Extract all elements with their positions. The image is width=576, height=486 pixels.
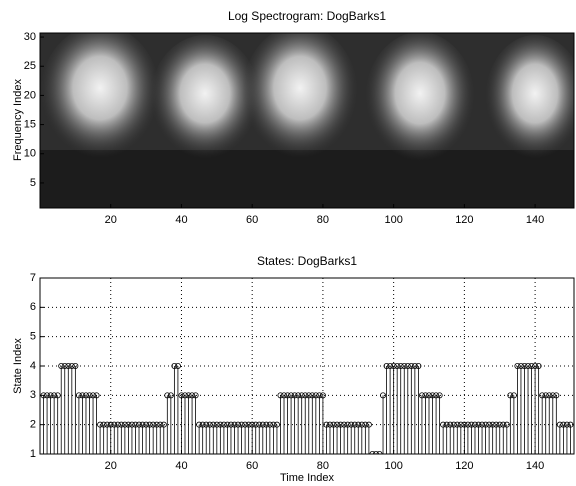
y-axis-label: State Index bbox=[12, 338, 24, 394]
stem-series bbox=[41, 363, 573, 456]
y-tick-label: 15 bbox=[24, 118, 36, 130]
x-tick-label: 140 bbox=[526, 214, 544, 226]
y-tick-label: 7 bbox=[30, 272, 36, 284]
x-tick-label: 80 bbox=[317, 214, 329, 226]
chart-title: States: DogBarks1 bbox=[257, 254, 357, 268]
x-tick-label: 100 bbox=[384, 214, 402, 226]
y-tick-label: 5 bbox=[30, 177, 36, 189]
y-tick-label: 3 bbox=[30, 389, 36, 401]
x-tick-label: 40 bbox=[175, 214, 187, 226]
x-tick-label: 20 bbox=[105, 460, 117, 472]
spectrogram-image bbox=[40, 25, 576, 208]
y-axis-label: Frequency Index bbox=[12, 79, 24, 161]
x-tick-label: 60 bbox=[246, 214, 258, 226]
x-tick-label: 60 bbox=[246, 460, 258, 472]
y-tick-label: 5 bbox=[30, 331, 36, 343]
x-tick-label: 40 bbox=[175, 460, 187, 472]
chart-title: Log Spectrogram: DogBarks1 bbox=[228, 9, 386, 23]
y-tick-label: 2 bbox=[30, 419, 36, 431]
x-tick-label: 20 bbox=[105, 214, 117, 226]
x-tick-label: 140 bbox=[526, 460, 544, 472]
x-axis-label: Time Index bbox=[280, 472, 335, 484]
y-tick-label: 20 bbox=[24, 89, 36, 101]
y-tick-label: 6 bbox=[30, 301, 36, 313]
y-tick-label: 25 bbox=[24, 60, 36, 72]
x-tick-label: 100 bbox=[384, 460, 402, 472]
y-tick-label: 10 bbox=[24, 148, 36, 160]
x-tick-label: 80 bbox=[317, 460, 329, 472]
y-tick-label: 4 bbox=[30, 360, 36, 372]
x-tick-label: 120 bbox=[455, 460, 473, 472]
y-tick-label: 1 bbox=[30, 448, 36, 460]
figure: Log Spectrogram: DogBarks1 Frequency Ind… bbox=[0, 0, 576, 486]
x-tick-label: 120 bbox=[455, 214, 473, 226]
y-tick-label: 30 bbox=[24, 31, 36, 43]
